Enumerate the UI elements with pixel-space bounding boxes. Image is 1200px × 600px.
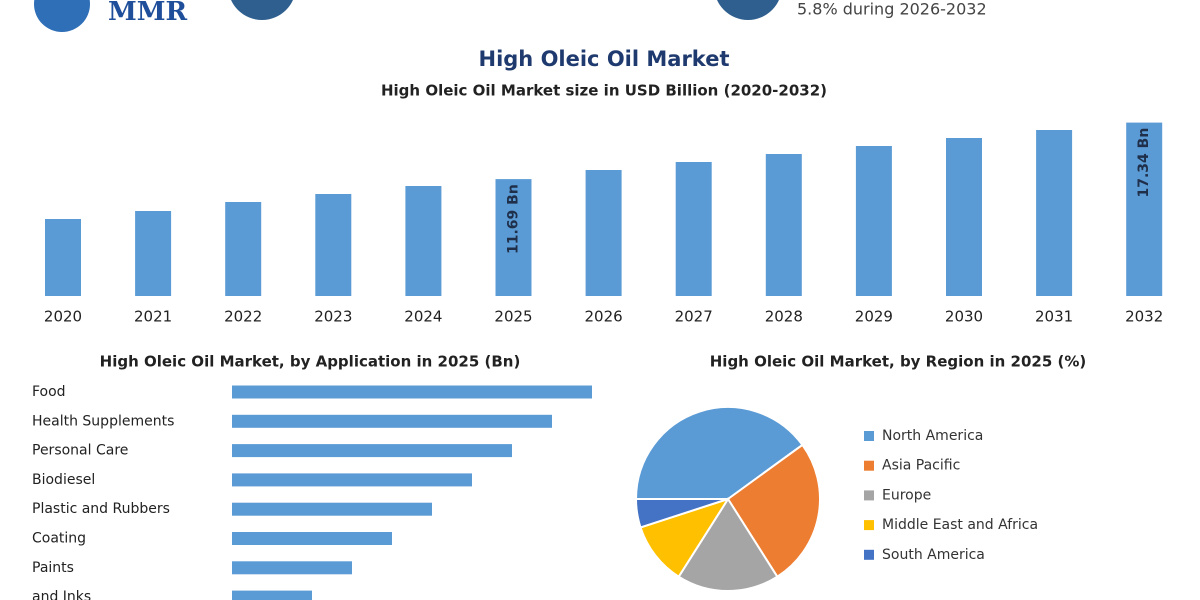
bar <box>232 444 512 458</box>
y-tick-label: Personal Care <box>32 443 128 459</box>
bar <box>135 211 172 296</box>
pie-slice <box>634 498 729 529</box>
bar <box>232 590 312 600</box>
legend-label: Asia Pacific <box>882 458 960 474</box>
main-title: High Oleic Oil Market <box>479 47 730 71</box>
header-note: 5.8% during 2026-2032 <box>797 0 987 19</box>
legend-swatch <box>864 549 874 560</box>
y-tick-label: Health Supplements <box>32 413 174 429</box>
legend-swatch <box>864 460 874 471</box>
bar <box>232 502 432 516</box>
x-tick-label: 2024 <box>404 308 442 326</box>
x-tick-label: 2030 <box>945 308 983 326</box>
y-tick-label: Coating <box>32 531 86 547</box>
bar <box>225 202 262 296</box>
bar <box>1126 122 1163 296</box>
bar <box>765 154 802 296</box>
x-tick-label: 2028 <box>765 308 803 326</box>
data-label: 11.69 Bn <box>506 184 522 254</box>
bar <box>405 186 442 296</box>
x-tick-label: 2031 <box>1035 308 1073 326</box>
pie-slice <box>634 406 804 500</box>
chart-title: High Oleic Oil Market, by Application in… <box>100 353 521 371</box>
x-tick-label: 2020 <box>44 308 82 326</box>
bar <box>495 179 532 296</box>
x-tick-label: 2023 <box>314 308 352 326</box>
legend-swatch <box>864 431 874 441</box>
x-tick-label: 2032 <box>1125 308 1163 326</box>
y-tick-label: Paints <box>32 560 74 576</box>
legend-label: North America <box>882 428 983 444</box>
bar <box>232 414 552 428</box>
legend-swatch <box>864 490 874 501</box>
pie-slice <box>726 443 821 579</box>
bar <box>585 170 622 296</box>
y-tick-label: Plastic and Rubbers <box>32 501 170 517</box>
bar <box>946 138 982 296</box>
legend-label: Europe <box>882 487 931 503</box>
y-tick-label: Biodiesel <box>32 472 95 488</box>
x-tick-label: 2027 <box>675 308 713 326</box>
pie-slice <box>677 497 779 592</box>
logo-globe <box>34 0 90 32</box>
y-tick-label: and Inks <box>32 589 91 600</box>
icon-circle <box>717 0 779 20</box>
legend-swatch <box>864 520 874 531</box>
legend-label: Middle East and Africa <box>882 517 1038 533</box>
bar <box>1036 130 1073 296</box>
bar <box>232 532 392 545</box>
y-tick-label: Food <box>32 384 66 400</box>
bar <box>232 473 472 487</box>
bar <box>675 162 712 296</box>
x-tick-label: 2021 <box>134 308 172 326</box>
bar <box>315 194 352 296</box>
data-label: 17.34 Bn <box>1136 128 1152 198</box>
logo-text: MMR <box>108 0 188 27</box>
icon-circle <box>231 0 293 20</box>
legend-label: South America <box>882 547 985 563</box>
bar <box>45 219 81 296</box>
chart-title: High Oleic Oil Market size in USD Billio… <box>381 82 827 100</box>
chart-title: High Oleic Oil Market, by Region in 2025… <box>710 353 1087 371</box>
bar <box>232 561 352 575</box>
bar <box>855 146 892 296</box>
x-tick-label: 2029 <box>855 308 893 326</box>
bar <box>232 385 592 399</box>
x-tick-label: 2026 <box>585 308 623 326</box>
x-tick-label: 2025 <box>494 308 532 326</box>
x-tick-label: 2022 <box>224 308 262 326</box>
